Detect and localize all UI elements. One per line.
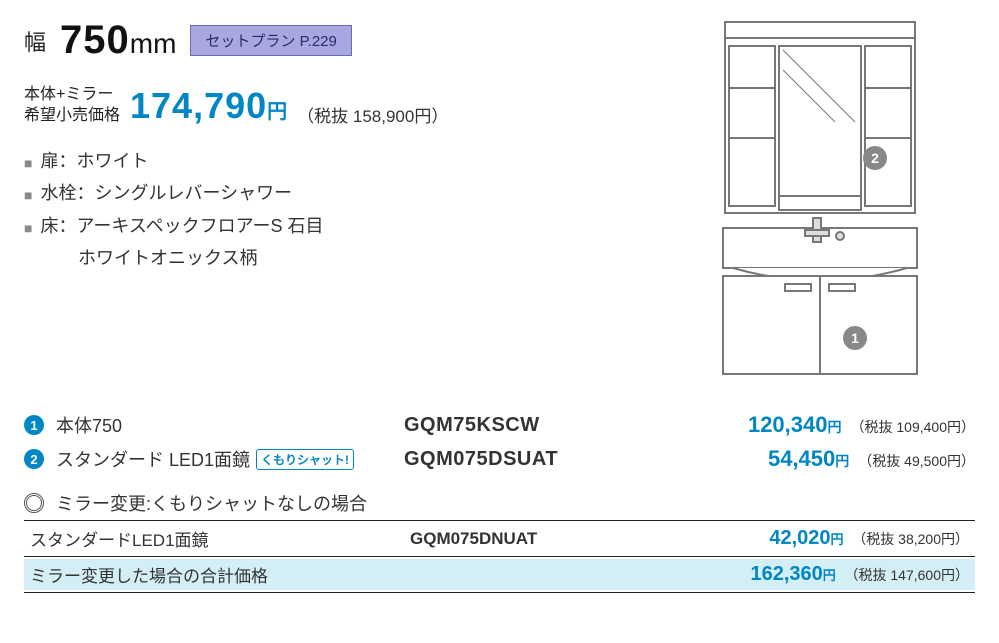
width-unit: mm bbox=[130, 28, 177, 59]
item-row: 2 スタンダード LED1面鏡 くもりシャット! GQM075DSUAT 54,… bbox=[24, 442, 975, 476]
width-label: 幅 bbox=[24, 25, 46, 57]
item-number-badge: 2 bbox=[24, 449, 44, 469]
item-name-text: スタンダード LED1面鏡 bbox=[56, 446, 250, 472]
bullet-icon: ■ bbox=[24, 216, 32, 241]
width-heading: 幅 750mm セットプラン P.229 bbox=[24, 18, 665, 63]
item-price: 54,450円 （税抜 49,500円） bbox=[654, 446, 975, 472]
spec-list: ■ 扉：ホワイト ■ 水栓：シングルレバーシャワー ■ 床：アーキスペックフロアーS … bbox=[24, 145, 665, 275]
spec-item: ■ 床：アーキスペックフロアーS 石目 bbox=[24, 210, 665, 242]
double-circle-icon bbox=[24, 493, 44, 513]
spec-text: 水栓：シングルレバーシャワー bbox=[40, 177, 292, 209]
alt-header-text: ミラー変更:くもりシャットなしの場合 bbox=[56, 490, 367, 516]
svg-text:2: 2 bbox=[871, 150, 879, 166]
item-number-badge: 1 bbox=[24, 415, 44, 435]
alt-total-row: ミラー変更した場合の合計価格 162,360円 （税抜 147,600円） bbox=[24, 559, 975, 590]
item-code: GQM075DSUAT bbox=[404, 448, 654, 471]
price-yen: 円 bbox=[267, 101, 287, 123]
product-diagram: 2 1 bbox=[705, 18, 935, 378]
plan-badge: セットプラン P.229 bbox=[190, 25, 351, 56]
alt-name: スタンダードLED1面鏡 bbox=[30, 526, 410, 551]
bullet-icon: ■ bbox=[24, 151, 32, 176]
alt-price: 42,020円 （税抜 38,200円） bbox=[660, 527, 969, 550]
item-name-text: 本体750 bbox=[56, 412, 122, 438]
alt-code: GQM075DNUAT bbox=[410, 529, 660, 549]
price-block: 本体+ミラー 希望小売価格 174,790円 （税抜 158,900円） bbox=[24, 85, 665, 127]
spec-text: 床：アーキスペックフロアーS 石目 bbox=[40, 210, 323, 242]
bullet-icon: ■ bbox=[24, 183, 32, 208]
spec-item: ■ 扉：ホワイト bbox=[24, 145, 665, 177]
price-tax: （税抜 158,900円） bbox=[297, 102, 448, 127]
price-label-2: 希望小売価格 bbox=[24, 106, 120, 127]
kumori-badge: くもりシャット! bbox=[256, 449, 354, 470]
item-price: 120,340円 （税抜 109,400円） bbox=[654, 412, 975, 438]
alt-total-price: 162,360円 （税抜 147,600円） bbox=[660, 563, 969, 586]
price-main: 174,790 bbox=[130, 85, 267, 126]
alt-total-name: ミラー変更した場合の合計価格 bbox=[30, 562, 410, 587]
item-code: GQM75KSCW bbox=[404, 414, 654, 437]
items-table: 1 本体750 GQM75KSCW 120,340円 （税抜 109,400円）… bbox=[24, 408, 975, 593]
separator bbox=[24, 520, 975, 521]
spec-text: 扉：ホワイト bbox=[40, 145, 148, 177]
separator bbox=[24, 592, 975, 593]
width-value: 750 bbox=[60, 18, 130, 62]
alt-header: ミラー変更:くもりシャットなしの場合 bbox=[24, 490, 975, 516]
alt-row: スタンダードLED1面鏡 GQM075DNUAT 42,020円 （税抜 38,… bbox=[24, 523, 975, 554]
svg-text:1: 1 bbox=[851, 330, 859, 346]
item-row: 1 本体750 GQM75KSCW 120,340円 （税抜 109,400円） bbox=[24, 408, 975, 442]
price-label-1: 本体+ミラー bbox=[24, 85, 120, 106]
spec-item: ■ 水栓：シングルレバーシャワー bbox=[24, 177, 665, 209]
spec-extra: ホワイトオニックス柄 bbox=[78, 242, 665, 274]
separator bbox=[24, 556, 975, 557]
